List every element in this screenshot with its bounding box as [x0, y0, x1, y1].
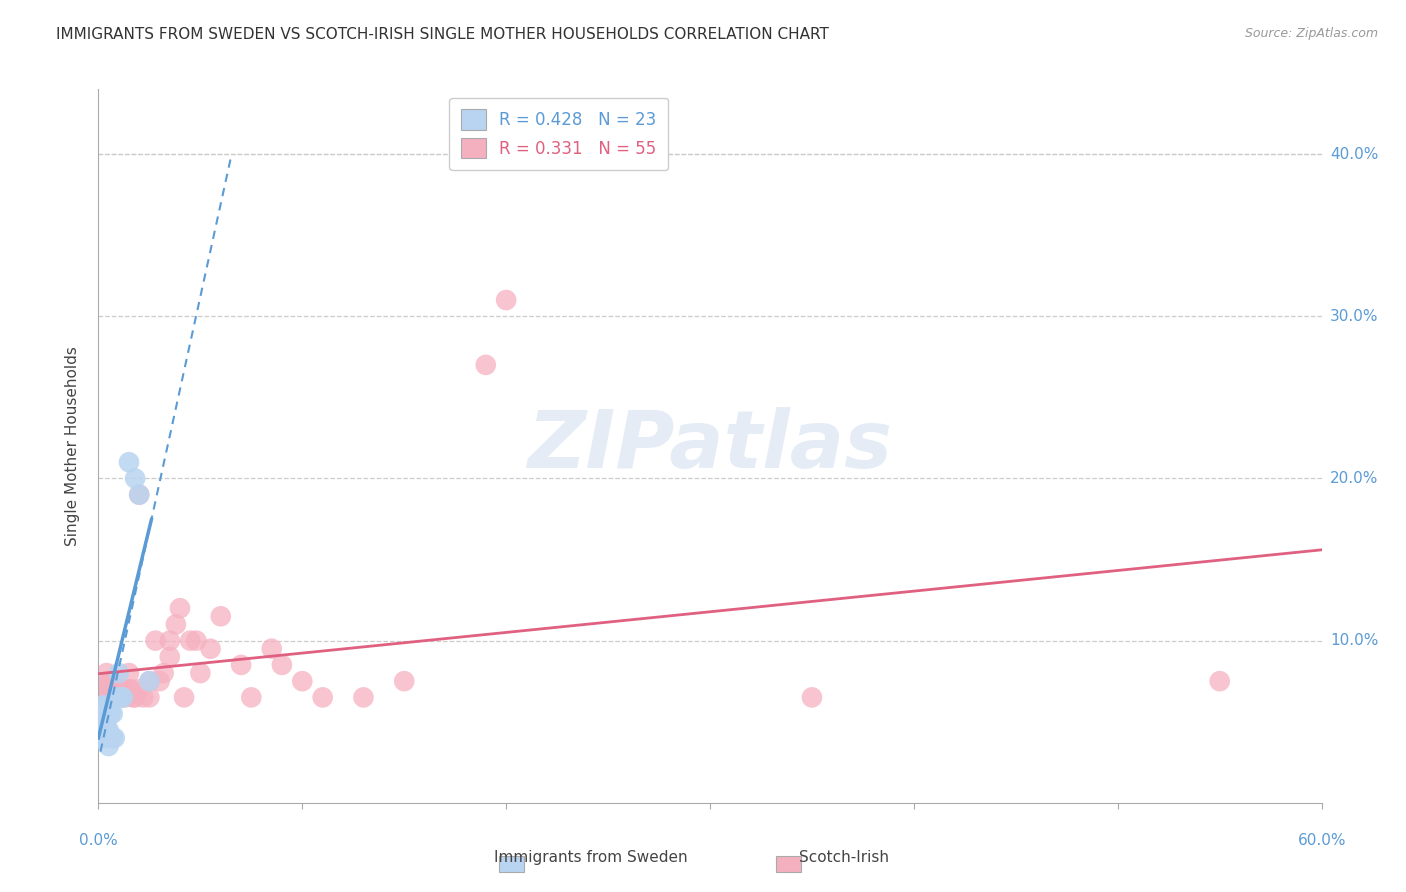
Point	[128, 488, 150, 502]
Point	[110, 690, 132, 705]
Point	[124, 471, 146, 485]
Point	[100, 731, 122, 745]
Point	[312, 690, 335, 705]
Text: 30.0%: 30.0%	[1330, 309, 1378, 324]
Point	[101, 682, 124, 697]
Point	[108, 682, 131, 697]
Point	[179, 633, 201, 648]
Point	[100, 706, 122, 721]
Point	[474, 358, 498, 372]
Point	[209, 609, 232, 624]
Point	[96, 690, 118, 705]
Point	[159, 633, 181, 648]
Point	[145, 633, 167, 648]
Point	[97, 698, 120, 713]
Text: 10.0%: 10.0%	[1330, 633, 1378, 648]
Point	[186, 633, 208, 648]
Point	[93, 706, 115, 721]
Point	[124, 690, 146, 705]
Point	[352, 690, 374, 705]
Point	[132, 690, 155, 705]
Point	[101, 690, 124, 705]
Point	[118, 455, 141, 469]
Point	[152, 666, 174, 681]
Point	[100, 674, 122, 689]
Point	[173, 690, 195, 705]
Point	[122, 690, 145, 705]
Point	[200, 641, 222, 656]
Point	[101, 706, 124, 721]
Point	[97, 723, 120, 737]
Text: 20.0%: 20.0%	[1330, 471, 1378, 486]
Point	[93, 682, 115, 697]
Point	[138, 674, 160, 689]
Legend: R = 0.428   N = 23, R = 0.331   N = 55: R = 0.428 N = 23, R = 0.331 N = 55	[450, 97, 668, 169]
Point	[104, 682, 127, 697]
Point	[260, 641, 283, 656]
Point	[96, 666, 118, 681]
Point	[108, 690, 131, 705]
Text: 60.0%: 60.0%	[1298, 833, 1346, 848]
Point	[111, 682, 134, 697]
Point	[104, 690, 127, 705]
Point	[111, 690, 134, 705]
Point	[100, 690, 122, 705]
Point	[96, 698, 118, 713]
Point	[188, 666, 212, 681]
Point	[104, 731, 127, 745]
Point	[105, 690, 128, 705]
Point	[96, 723, 118, 737]
Point	[801, 690, 824, 705]
Text: 0.0%: 0.0%	[79, 833, 118, 848]
Point	[120, 682, 142, 697]
Point	[108, 666, 131, 681]
Point	[118, 682, 141, 697]
Point	[392, 674, 416, 689]
Point	[1209, 674, 1232, 689]
Point	[240, 690, 263, 705]
Point	[100, 682, 122, 697]
Point	[97, 739, 120, 753]
Point	[97, 682, 120, 697]
Point	[128, 682, 150, 697]
Point	[89, 731, 111, 745]
Text: IMMIGRANTS FROM SWEDEN VS SCOTCH-IRISH SINGLE MOTHER HOUSEHOLDS CORRELATION CHAR: IMMIGRANTS FROM SWEDEN VS SCOTCH-IRISH S…	[56, 27, 830, 42]
Point	[105, 682, 128, 697]
Point	[291, 674, 314, 689]
Text: Scotch-Irish: Scotch-Irish	[799, 850, 889, 865]
Point	[118, 666, 141, 681]
Point	[93, 731, 115, 745]
Point	[91, 714, 114, 729]
Point	[101, 731, 124, 745]
Text: Immigrants from Sweden: Immigrants from Sweden	[494, 850, 688, 865]
Point	[231, 657, 253, 672]
Point	[159, 649, 181, 664]
Point	[270, 657, 294, 672]
Text: Source: ZipAtlas.com: Source: ZipAtlas.com	[1244, 27, 1378, 40]
Point	[149, 674, 172, 689]
Point	[91, 698, 114, 713]
Point	[114, 690, 136, 705]
Point	[138, 690, 160, 705]
Point	[165, 617, 187, 632]
Point	[110, 690, 132, 705]
Point	[97, 674, 120, 689]
Point	[169, 601, 191, 615]
Text: ZIPatlas: ZIPatlas	[527, 407, 893, 485]
Text: 40.0%: 40.0%	[1330, 146, 1378, 161]
Y-axis label: Single Mother Households: Single Mother Households	[65, 346, 80, 546]
Point	[495, 293, 517, 307]
Point	[91, 690, 114, 705]
Point	[128, 488, 150, 502]
Point	[89, 682, 111, 697]
Point	[138, 674, 160, 689]
